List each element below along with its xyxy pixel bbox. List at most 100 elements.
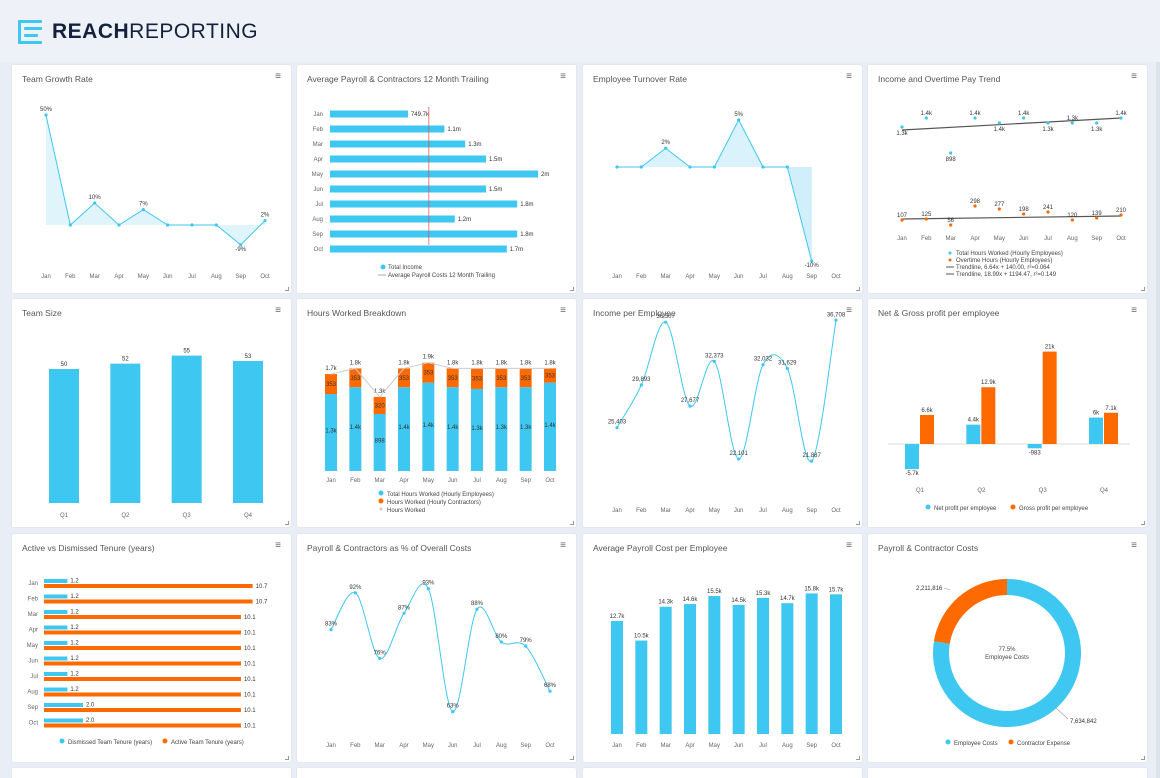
data-label: 21,887 — [802, 453, 821, 459]
menu-icon[interactable]: ≡ — [560, 305, 566, 316]
menu-icon[interactable]: ≡ — [275, 540, 281, 551]
data-label: 10.7 — [256, 600, 268, 606]
resize-handle-icon[interactable] — [570, 756, 574, 760]
chart-card-net-gross: -5.7k 6.6k Q1 4.4k 12.9k Q2 -983 21k Q3 6k 7.1k Q4 N… — [868, 299, 1147, 527]
data-label: 120 — [1067, 213, 1078, 219]
x-tick-label: Jun — [734, 274, 744, 280]
data-point — [451, 710, 455, 714]
bar — [44, 599, 253, 604]
data-label: 1.5m — [489, 157, 502, 163]
brand-logo[interactable]: REACHREPORTING — [18, 20, 258, 44]
x-tick-label: Jan — [612, 274, 622, 280]
data-label: 10.5k — [634, 634, 650, 640]
data-point — [973, 204, 977, 208]
legend-swatch — [1010, 504, 1016, 510]
pie-slice — [933, 579, 1007, 644]
y-tick-label: May — [27, 643, 38, 649]
x-tick-label: Mar — [374, 743, 384, 749]
data-point — [712, 359, 716, 364]
bar — [330, 230, 518, 238]
data-label: 50% — [40, 107, 53, 113]
data-label: 1.3k — [496, 425, 508, 431]
data-point — [93, 201, 97, 205]
menu-icon[interactable]: ≡ — [1131, 305, 1137, 316]
data-label: 1.3m — [468, 142, 481, 148]
data-label: 56 — [947, 218, 954, 224]
data-label: -5.7k — [905, 471, 919, 477]
x-tick-label: Sep — [520, 478, 531, 484]
x-tick-label: Jun — [734, 743, 744, 749]
x-tick-label: Jul — [759, 274, 767, 280]
data-point — [426, 587, 430, 591]
data-point — [475, 607, 479, 611]
data-label: 1.3k — [520, 425, 532, 431]
y-tick-label: Jun — [313, 187, 323, 193]
legend-swatch — [379, 507, 383, 511]
resize-handle-icon[interactable] — [1141, 287, 1145, 291]
data-label: 80% — [495, 634, 508, 640]
bar — [325, 394, 337, 471]
menu-icon[interactable]: ≡ — [1131, 71, 1137, 82]
menu-icon[interactable]: ≡ — [275, 71, 281, 82]
center-label: Employee Costs — [985, 655, 1029, 661]
data-label: 76% — [374, 650, 387, 656]
bar — [233, 360, 263, 503]
data-label: 7.1k — [1105, 406, 1117, 412]
page-scrollbar[interactable] — [1156, 62, 1160, 778]
data-point — [1119, 116, 1123, 120]
menu-icon[interactable]: ≡ — [1131, 540, 1137, 551]
x-tick-label: Oct — [831, 743, 841, 749]
x-tick-label: Sep — [235, 274, 246, 280]
chart-team-size: 50 Q1 52 Q2 55 Q3 53 Q4 — [49, 349, 263, 519]
bar — [325, 374, 337, 395]
menu-icon[interactable]: ≡ — [560, 540, 566, 551]
y-tick-label: Feb — [313, 127, 324, 133]
menu-icon[interactable]: ≡ — [275, 305, 281, 316]
bar — [44, 677, 241, 681]
resize-handle-icon[interactable] — [285, 756, 289, 760]
resize-handle-icon[interactable] — [1141, 756, 1145, 760]
resize-handle-icon[interactable] — [285, 521, 289, 525]
menu-icon[interactable]: ≡ — [846, 305, 852, 316]
x-tick-label: Q2 — [121, 513, 130, 519]
resize-handle-icon[interactable] — [570, 287, 574, 291]
data-label: 353 — [326, 382, 337, 388]
data-label: 1.9k — [423, 355, 435, 361]
chart-card-partial — [583, 768, 862, 778]
chart-card-partial — [868, 768, 1147, 778]
bar — [519, 368, 532, 388]
resize-handle-icon[interactable] — [856, 521, 860, 525]
x-tick-label: Jan — [897, 236, 907, 242]
x-tick-label: May — [994, 236, 1005, 242]
data-point — [639, 165, 643, 169]
bar — [422, 362, 435, 383]
menu-icon[interactable]: ≡ — [560, 71, 566, 82]
data-label: 898 — [375, 439, 386, 445]
resize-handle-icon[interactable] — [1141, 521, 1145, 525]
data-label: 1.3k — [1067, 116, 1079, 122]
data-point — [712, 165, 716, 169]
data-label: 1.7k — [325, 366, 337, 372]
x-tick-label: Mar — [660, 274, 670, 280]
data-point — [44, 113, 48, 117]
legend-swatch — [925, 504, 931, 510]
resize-handle-icon[interactable] — [856, 756, 860, 760]
bar — [732, 604, 745, 734]
menu-icon[interactable]: ≡ — [846, 540, 852, 551]
chart-card-team-growth: 50% 10% 7% -9% 2% Jan Feb Mar Apr May Jun Jul Aug Sep… — [12, 65, 291, 293]
resize-handle-icon[interactable] — [856, 287, 860, 291]
legend-swatch — [59, 738, 65, 744]
chart-card-income-ot: 1.3k 107 1.4k 125 898 56 1.4k 298 1.4k 277 1.4k 198… — [868, 65, 1147, 293]
data-label: 1.2 — [70, 610, 79, 616]
legend-swatch — [380, 264, 386, 270]
x-tick-label: Jul — [188, 274, 196, 280]
resize-handle-icon[interactable] — [285, 287, 289, 291]
data-label: 353 — [545, 374, 556, 380]
data-point — [785, 165, 789, 169]
data-point — [263, 219, 267, 223]
card-title: Hours Worked Breakdown — [307, 308, 407, 318]
resize-handle-icon[interactable] — [570, 521, 574, 525]
menu-icon[interactable]: ≡ — [846, 71, 852, 82]
data-label: 22,101 — [729, 451, 748, 457]
data-point — [949, 151, 953, 155]
